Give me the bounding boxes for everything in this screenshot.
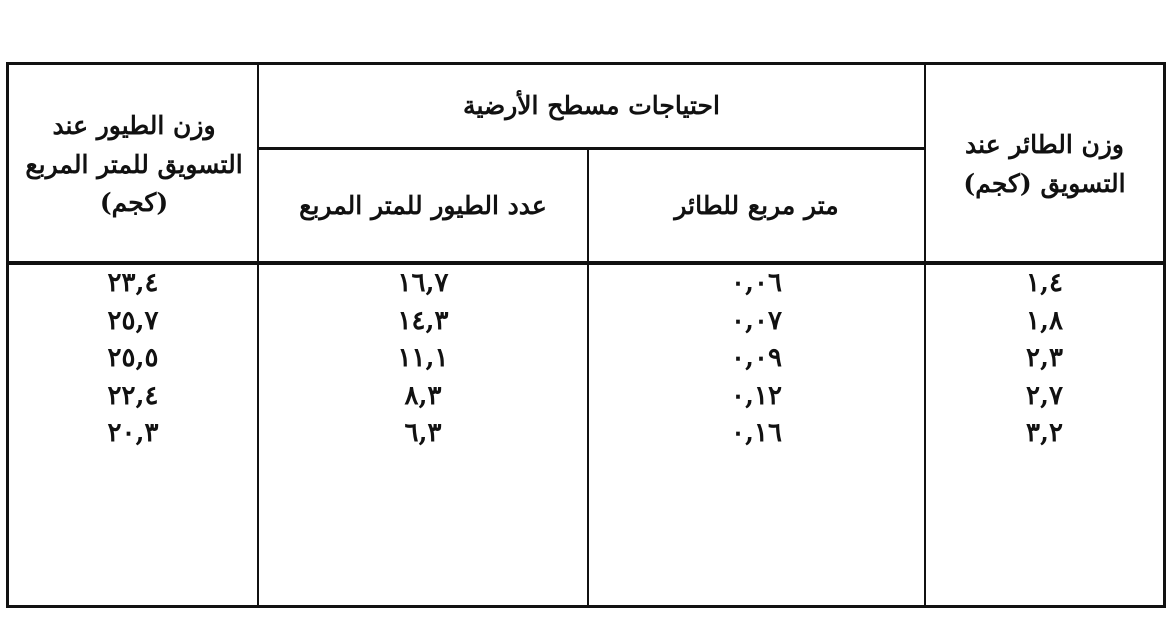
table-cell: ٠,٠٩ — [731, 343, 782, 373]
header-birds-per-sqm: عدد الطيور للمتر المربع — [299, 190, 547, 220]
table-cell: ١١,١ — [397, 343, 449, 373]
header-weight-per-sqm: وزن الطيور عند التسويق للمتر المربع (كجم… — [25, 110, 243, 218]
table-cell: ٢٠,٣ — [107, 418, 159, 448]
table-cell: ٢٥,٧ — [107, 305, 159, 336]
table-cell: ٨,٣ — [404, 380, 442, 411]
table-cell: ٢٥,٥ — [107, 343, 159, 373]
table-cell: ٦,٣ — [404, 418, 442, 448]
column-sqm-per-bird: ٠,٠٦ ٠,٠٧ ٠,٠٩ ٠,١٢ ٠,١٦ — [589, 265, 924, 453]
header-bird-weight: وزن الطائر عند التسويق (كجم) — [963, 130, 1126, 198]
table-cell: ٠,٠٦ — [731, 268, 782, 298]
header-sqm-per-bird: متر مربع للطائر — [674, 190, 839, 220]
table-cell: ١,٨ — [1026, 305, 1063, 336]
table-cell: ٢٣,٤ — [107, 268, 159, 298]
header-bottom-rule — [9, 261, 1163, 265]
table-cell: ٠,١٦ — [731, 418, 782, 448]
column-divider — [257, 65, 259, 605]
table-cell: ٢٢,٤ — [107, 380, 159, 411]
table-cell: ١,٤ — [1026, 268, 1063, 298]
column-birds-per-sqm: ١٦,٧ ١٤,٣ ١١,١ ٨,٣ ٦,٣ — [259, 265, 587, 453]
table-cell: ٠,٠٧ — [731, 305, 782, 336]
table-cell: ١٤,٣ — [397, 305, 449, 336]
column-divider — [587, 149, 589, 605]
table-cell: ٢,٣ — [1026, 343, 1063, 373]
floor-space-table: وزن الطائر عند التسويق (كجم) احتياجات مس… — [6, 62, 1166, 608]
column-bird-weight: ١,٤ ١,٨ ٢,٣ ٢,٧ ٣,٢ — [926, 265, 1163, 453]
header-divider — [257, 147, 924, 150]
column-divider — [924, 65, 926, 605]
column-weight-per-sqm: ٢٣,٤ ٢٥,٧ ٢٥,٥ ٢٢,٤ ٢٠,٣ — [9, 265, 257, 453]
table-cell: ٠,١٢ — [731, 380, 782, 411]
table-cell: ٣,٢ — [1026, 418, 1063, 448]
table-cell: ٢,٧ — [1026, 380, 1063, 411]
header-floor-space: احتياجات مسطح الأرضية — [463, 90, 720, 120]
table-cell: ١٦,٧ — [397, 268, 449, 298]
